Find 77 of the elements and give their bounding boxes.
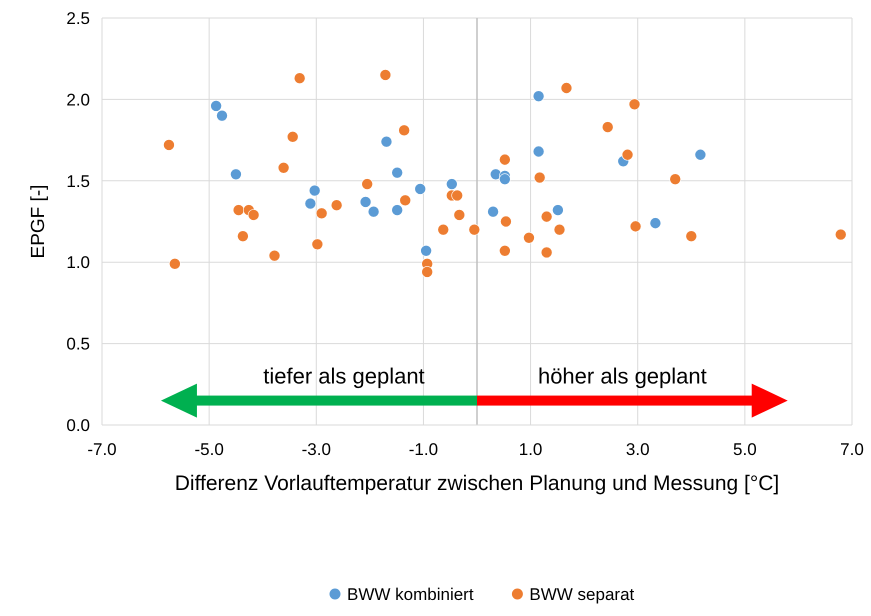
- point: [278, 162, 290, 174]
- point: [669, 173, 682, 185]
- x-tick-label: -7.0: [87, 440, 117, 459]
- point: [437, 224, 450, 236]
- point: [532, 146, 544, 158]
- point: [523, 232, 535, 244]
- point: [237, 230, 249, 242]
- point: [316, 208, 328, 220]
- point: [622, 148, 634, 161]
- point: [398, 124, 410, 136]
- point: [630, 220, 642, 232]
- point: [391, 204, 403, 216]
- point: [308, 184, 320, 196]
- point: [391, 166, 403, 178]
- x-axis-title: Differenz Vorlauftemperatur zwischen Planung und Messung [°C]: [174, 471, 780, 497]
- y-tick-label: 0.0: [66, 416, 90, 435]
- legend-label: BWW separat: [529, 585, 635, 604]
- point: [532, 90, 544, 102]
- x-tick-label: -5.0: [194, 440, 224, 459]
- point: [230, 168, 242, 180]
- point: [650, 217, 662, 229]
- point: [500, 216, 512, 228]
- point: [628, 98, 640, 110]
- y-tick-label: 2.0: [66, 90, 90, 110]
- point: [446, 178, 458, 190]
- point: [210, 100, 222, 112]
- point: [499, 245, 511, 257]
- point: [216, 110, 228, 122]
- point: [169, 258, 181, 270]
- point: [685, 230, 698, 242]
- point: [368, 206, 380, 218]
- point: [330, 199, 342, 212]
- point: [834, 228, 847, 240]
- point: [420, 245, 432, 257]
- x-tick-label: 5.0: [733, 440, 757, 459]
- legend-label: BWW kombiniert: [347, 585, 474, 604]
- point: [421, 266, 433, 278]
- point: [487, 206, 499, 218]
- y-tick-label: 0.5: [66, 334, 90, 354]
- point: [232, 204, 244, 216]
- y-tick-label: 1.5: [66, 172, 90, 191]
- y-tick-label: 1.0: [66, 253, 90, 272]
- y-axis-title: EPGF [-]: [28, 184, 49, 258]
- point: [399, 194, 412, 206]
- point: [268, 250, 280, 262]
- point: [602, 121, 614, 133]
- point: [554, 224, 566, 236]
- point: [304, 198, 316, 210]
- point: [552, 204, 564, 216]
- point: [499, 154, 511, 166]
- point: [312, 238, 324, 250]
- point: [360, 196, 372, 208]
- x-tick-label: 7.0: [840, 440, 864, 459]
- x-tick-label: 1.0: [518, 440, 542, 459]
- point: [540, 210, 552, 222]
- point: [414, 183, 426, 195]
- point: [499, 173, 511, 185]
- point: [451, 190, 463, 202]
- point: [534, 172, 546, 184]
- point: [163, 139, 175, 151]
- point: [380, 136, 392, 148]
- point: [286, 131, 299, 143]
- y-tick-label: 2.5: [66, 8, 90, 28]
- point: [248, 209, 260, 221]
- point: [454, 209, 466, 221]
- x-tick-label: -3.0: [302, 440, 331, 459]
- point: [380, 69, 392, 81]
- point: [540, 246, 552, 258]
- point: [468, 224, 480, 236]
- point: [560, 82, 572, 94]
- annotation: tiefer als geplant: [263, 364, 425, 389]
- annotation: höher als geplant: [538, 364, 707, 389]
- x-tick-label: 3.0: [626, 440, 650, 459]
- point: [361, 178, 373, 190]
- point: [294, 72, 306, 84]
- point: [694, 148, 706, 161]
- x-tick-label: -1.0: [408, 440, 438, 459]
